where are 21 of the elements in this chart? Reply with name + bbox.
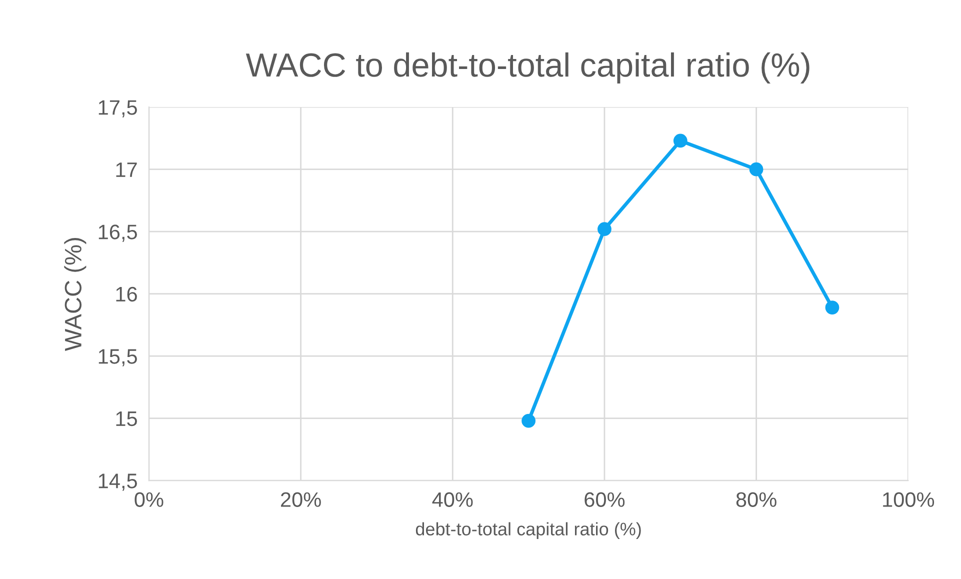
x-tick-label: 100%	[883, 492, 934, 507]
chart-title: WACC to debt-to-total capital ratio (%)	[246, 52, 810, 84]
x-tick-label: 60%	[584, 492, 625, 507]
y-tick-label: 17	[116, 162, 137, 177]
y-tick-label: 16	[116, 286, 137, 302]
point	[522, 414, 536, 428]
point	[598, 222, 612, 236]
y-tick-label: 16,5	[98, 224, 137, 242]
y-tick-label: 14,5	[98, 474, 137, 491]
x-tick-label: 20%	[280, 492, 321, 507]
point	[749, 162, 764, 176]
y-tick-label: 17,5	[98, 100, 137, 118]
y-tick-label: 15,5	[98, 349, 137, 366]
x-tick-label: 80%	[736, 492, 776, 507]
x-tick-label: 40%	[432, 492, 473, 507]
x-tick-label: 0%	[134, 492, 164, 507]
point	[825, 300, 840, 314]
point	[673, 134, 688, 148]
x-axis-title: debt-to-total capital ratio (%)	[416, 522, 641, 540]
y-tick-label: 15	[116, 412, 137, 426]
y-axis-title: WACC (%)	[64, 238, 86, 352]
